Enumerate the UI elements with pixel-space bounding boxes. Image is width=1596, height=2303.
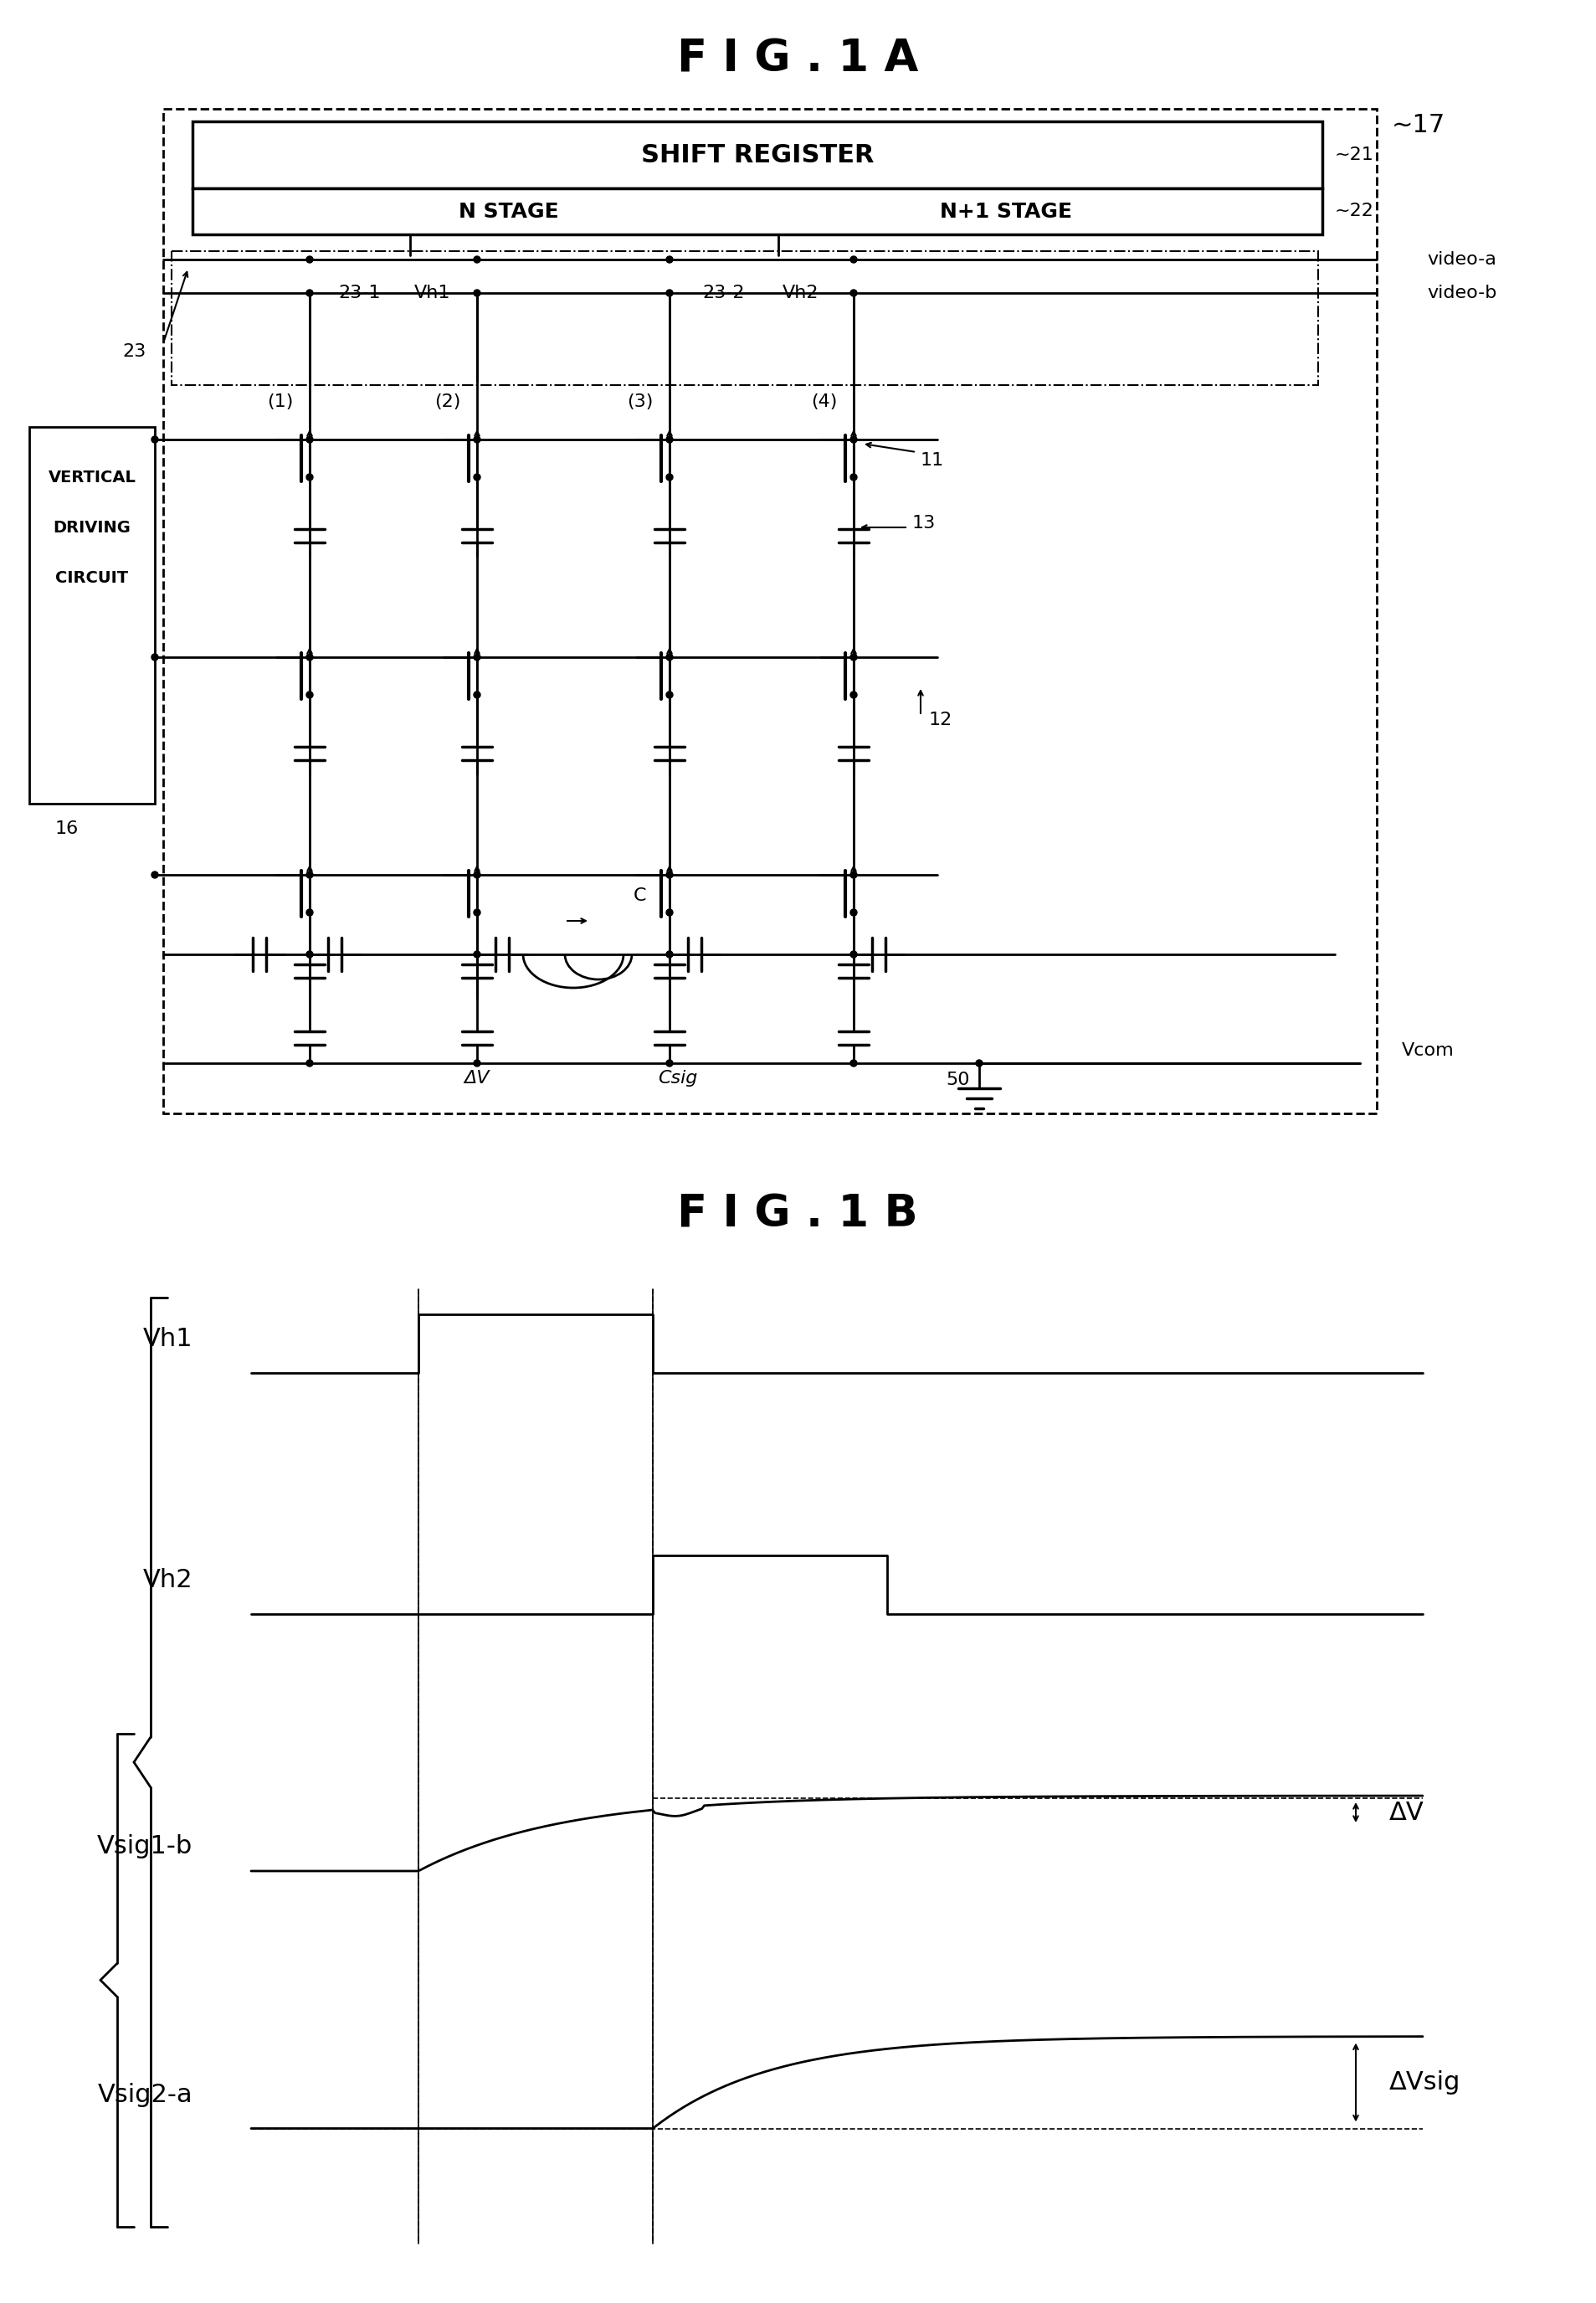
Circle shape bbox=[851, 1059, 857, 1066]
Circle shape bbox=[474, 951, 480, 958]
Text: CIRCUIT: CIRCUIT bbox=[56, 569, 129, 585]
Text: Vh1: Vh1 bbox=[142, 1327, 193, 1352]
Circle shape bbox=[975, 1059, 983, 1066]
Circle shape bbox=[306, 951, 313, 958]
Bar bbox=[193, 189, 1323, 235]
Circle shape bbox=[306, 1059, 313, 1066]
Text: ~17: ~17 bbox=[1392, 113, 1446, 138]
Text: N STAGE: N STAGE bbox=[458, 200, 559, 221]
Text: Vsig1-b: Vsig1-b bbox=[97, 1833, 193, 1859]
Text: C: C bbox=[634, 887, 646, 905]
Text: ΔVsig: ΔVsig bbox=[1389, 2070, 1460, 2093]
Circle shape bbox=[666, 951, 674, 958]
Text: 13: 13 bbox=[913, 516, 935, 532]
Circle shape bbox=[666, 654, 674, 661]
Text: Csig: Csig bbox=[658, 1071, 697, 1087]
Circle shape bbox=[474, 290, 480, 297]
Circle shape bbox=[851, 910, 857, 917]
Circle shape bbox=[474, 474, 480, 481]
Text: SHIFT REGISTER: SHIFT REGISTER bbox=[642, 143, 875, 168]
Text: ~21: ~21 bbox=[1334, 147, 1374, 164]
Bar bbox=[29, 426, 155, 804]
Text: Vsig2-a: Vsig2-a bbox=[97, 2082, 193, 2107]
Circle shape bbox=[474, 1059, 480, 1066]
Text: 16: 16 bbox=[56, 820, 78, 838]
Circle shape bbox=[851, 871, 857, 877]
Circle shape bbox=[851, 654, 857, 661]
Text: 23: 23 bbox=[123, 343, 147, 359]
Circle shape bbox=[306, 290, 313, 297]
Circle shape bbox=[474, 256, 480, 263]
Text: ΔV: ΔV bbox=[1389, 1801, 1424, 1824]
Circle shape bbox=[666, 691, 674, 698]
Circle shape bbox=[666, 1059, 674, 1066]
Circle shape bbox=[474, 871, 480, 877]
Circle shape bbox=[306, 910, 313, 917]
Circle shape bbox=[666, 435, 674, 442]
Text: video-b: video-b bbox=[1427, 286, 1497, 302]
Circle shape bbox=[474, 691, 480, 698]
Circle shape bbox=[666, 290, 674, 297]
Text: 23-1: 23-1 bbox=[338, 286, 381, 302]
Text: DRIVING: DRIVING bbox=[53, 520, 131, 534]
Text: F I G . 1 A: F I G . 1 A bbox=[677, 37, 918, 81]
Text: video-a: video-a bbox=[1427, 251, 1497, 267]
Text: Vh1: Vh1 bbox=[415, 286, 450, 302]
Circle shape bbox=[851, 474, 857, 481]
Circle shape bbox=[851, 290, 857, 297]
Circle shape bbox=[851, 691, 857, 698]
Circle shape bbox=[666, 256, 674, 263]
Circle shape bbox=[851, 256, 857, 263]
Circle shape bbox=[474, 654, 480, 661]
Text: F I G . 1 B: F I G . 1 B bbox=[677, 1193, 918, 1237]
Text: (2): (2) bbox=[434, 394, 461, 410]
Bar bbox=[193, 122, 1323, 189]
Circle shape bbox=[851, 435, 857, 442]
Circle shape bbox=[306, 691, 313, 698]
Circle shape bbox=[306, 871, 313, 877]
Text: VERTICAL: VERTICAL bbox=[48, 470, 136, 486]
Text: (4): (4) bbox=[811, 394, 838, 410]
Circle shape bbox=[474, 910, 480, 917]
Circle shape bbox=[851, 951, 857, 958]
Text: 11: 11 bbox=[921, 451, 945, 470]
Text: 12: 12 bbox=[929, 712, 953, 728]
Circle shape bbox=[306, 654, 313, 661]
Circle shape bbox=[152, 435, 158, 442]
Circle shape bbox=[152, 871, 158, 877]
Text: N+1 STAGE: N+1 STAGE bbox=[940, 200, 1073, 221]
Circle shape bbox=[666, 871, 674, 877]
Circle shape bbox=[152, 654, 158, 661]
Text: Vh2: Vh2 bbox=[782, 286, 819, 302]
Text: 50: 50 bbox=[946, 1071, 970, 1089]
Circle shape bbox=[666, 474, 674, 481]
Text: Vh2: Vh2 bbox=[142, 1568, 193, 1591]
Circle shape bbox=[666, 910, 674, 917]
Text: (3): (3) bbox=[627, 394, 653, 410]
Text: 23-2: 23-2 bbox=[702, 286, 745, 302]
Circle shape bbox=[306, 256, 313, 263]
Circle shape bbox=[474, 435, 480, 442]
Bar bbox=[171, 251, 1318, 385]
Bar bbox=[163, 108, 1377, 1112]
Text: (1): (1) bbox=[267, 394, 294, 410]
Circle shape bbox=[306, 474, 313, 481]
Circle shape bbox=[306, 435, 313, 442]
Text: Vcom: Vcom bbox=[1401, 1043, 1454, 1059]
Text: ΔV: ΔV bbox=[464, 1071, 490, 1087]
Text: ~22: ~22 bbox=[1334, 203, 1374, 219]
